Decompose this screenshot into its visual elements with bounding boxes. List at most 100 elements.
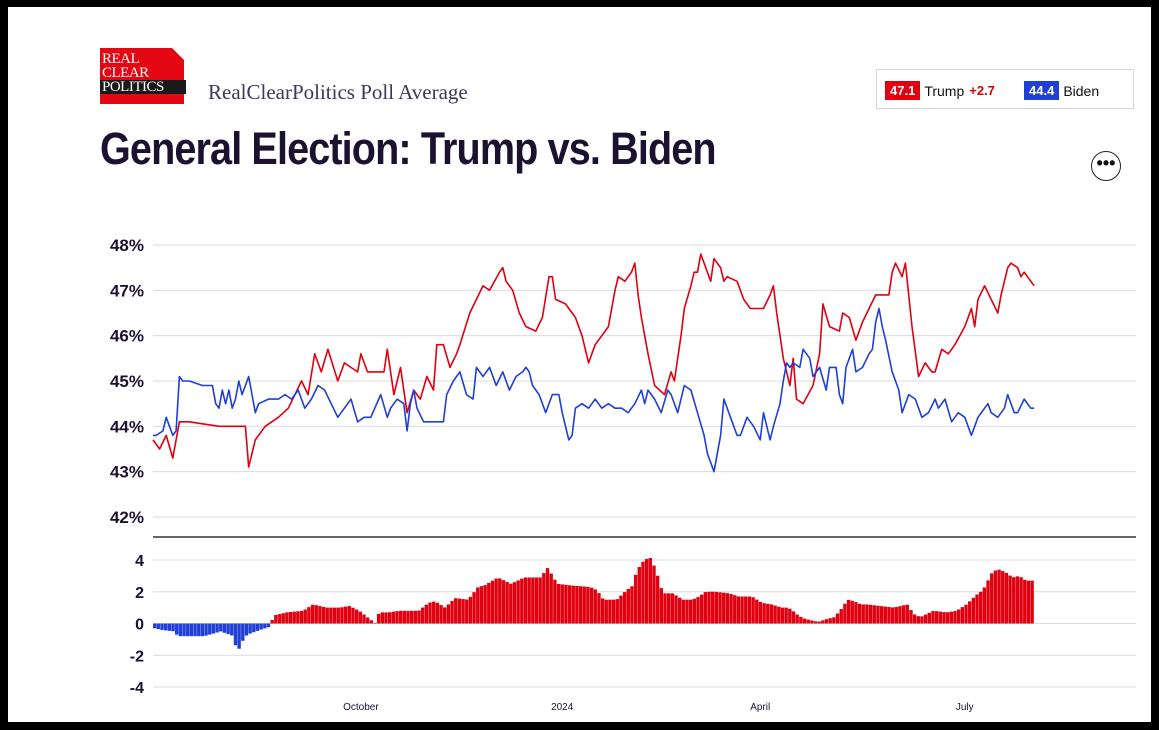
spread-bar [644, 559, 649, 624]
logo-fold [172, 48, 184, 60]
spread-bar [1012, 577, 1016, 624]
spread-bar [373, 622, 377, 624]
spread-bar [241, 623, 245, 641]
spread-bar [982, 587, 987, 624]
spread-bar [321, 606, 326, 624]
legend-box: 47.1 Trump +2.7 44.4 Biden [876, 69, 1134, 109]
spread-bar [883, 606, 887, 624]
spread-bar [960, 607, 965, 624]
biden-name: Biden [1063, 82, 1100, 99]
spread-bar [545, 568, 550, 624]
page-card: REAL CLEAR POLITICS RealClearPolitics Po… [8, 7, 1151, 722]
legend-item-trump[interactable]: 47.1 Trump +2.7 [885, 81, 995, 100]
spread-bar [200, 623, 205, 637]
spread-bar [901, 605, 906, 624]
legend-item-biden[interactable]: 44.4 Biden [1024, 81, 1099, 100]
spread-bar [391, 611, 396, 624]
spread-bar [714, 591, 719, 624]
spread-bar [927, 612, 932, 624]
spread-bar [938, 611, 943, 624]
spread-bar [472, 592, 476, 624]
spread-bar [351, 607, 355, 624]
spread-bar [898, 606, 902, 624]
spread-bar [945, 612, 950, 624]
spread-bar [421, 607, 425, 624]
spread-bar [604, 599, 608, 624]
spread-bar [362, 614, 366, 624]
logo-line-3: POLITICS [100, 80, 186, 95]
spread-bar [696, 597, 700, 624]
spread-bar [553, 579, 557, 624]
spread-bar [164, 623, 168, 631]
spread-bar [975, 594, 979, 624]
spread-bar [413, 610, 418, 624]
spread-bar [637, 567, 641, 624]
spread-bar [332, 607, 337, 624]
spread-bar [476, 587, 480, 624]
spread-bar [461, 599, 465, 624]
spread-bar [233, 623, 238, 646]
spread-bar [993, 570, 998, 624]
spread-bar [435, 602, 440, 624]
spread-bar [479, 586, 484, 624]
spread-bar [593, 589, 597, 624]
y-tick-label: 46% [110, 327, 144, 346]
spread-bar [953, 611, 957, 624]
spread-bar [398, 610, 403, 624]
spread-bar [766, 603, 770, 624]
trump-name: Trump [924, 82, 965, 99]
spread-bar [1026, 580, 1031, 624]
spread-bar [810, 620, 814, 624]
spread-bar [703, 592, 708, 624]
spread-bar [343, 606, 348, 624]
spread-bar [255, 623, 260, 631]
spread-bar [575, 585, 579, 624]
spread-bar [527, 577, 531, 624]
spread-bar [347, 606, 351, 624]
spread-bar [986, 580, 990, 624]
spread-bar [1030, 580, 1034, 624]
y-tick-label: 45% [110, 372, 144, 391]
spread-bar [520, 578, 524, 624]
spread-bar [498, 578, 502, 624]
spread-bar [457, 598, 462, 624]
spread-bar [997, 569, 1001, 624]
spread-bar [608, 599, 612, 624]
spread-bar [846, 599, 851, 624]
rcp-logo[interactable]: REAL CLEAR POLITICS [100, 48, 186, 104]
spread-bar [560, 584, 564, 624]
spread-bar [718, 592, 722, 624]
spread-bar [821, 620, 825, 624]
spread-bar [949, 611, 954, 624]
spread-bar [916, 616, 920, 624]
bar-y-tick-label: 0 [135, 617, 144, 634]
spread-bar [920, 616, 924, 624]
spread-bar [799, 616, 803, 624]
spread-bar [340, 607, 344, 624]
spread-bar [722, 592, 726, 624]
spread-bar [270, 620, 274, 624]
spread-bar [516, 580, 520, 624]
spread-bar [652, 565, 656, 624]
spread-bar [402, 610, 407, 624]
spread-bar [641, 561, 645, 624]
spread-bar [409, 610, 414, 624]
spread-bar [395, 611, 399, 624]
spread-bar [564, 584, 568, 624]
more-options-button[interactable]: ••• [1091, 151, 1121, 181]
spread-bar [175, 623, 179, 635]
spread-bar [931, 611, 935, 624]
spread-bar [538, 577, 542, 624]
spread-bar [534, 577, 539, 624]
spread-bar [468, 596, 473, 624]
spread-bar [1001, 571, 1005, 624]
spread-bar [619, 595, 623, 624]
spread-bar [417, 610, 421, 624]
logo-line-2: CLEAR [102, 65, 149, 81]
spread-bar [325, 607, 329, 624]
spread-bar [769, 604, 774, 624]
spread-bar [758, 601, 763, 624]
spread-bar [259, 623, 263, 630]
bar-y-tick-label: -2 [130, 648, 144, 665]
spread-bar [571, 585, 575, 624]
